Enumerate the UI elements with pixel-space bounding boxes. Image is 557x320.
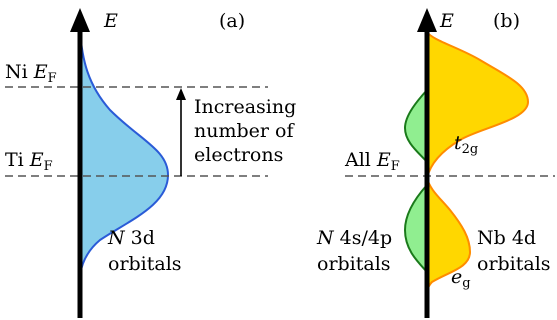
panel-tag-b: (b) bbox=[493, 10, 520, 32]
panel-tag-a: (a) bbox=[219, 10, 245, 32]
panel-b: E (b) All EF t2g eg N 4s/4p orbitals Nb … bbox=[316, 8, 555, 318]
nb4d-label-line2: orbitals bbox=[477, 253, 551, 275]
n4s4p-band-upper bbox=[403, 87, 428, 165]
n4s4p-label-line1: N 4s/4p bbox=[316, 227, 392, 249]
arrow-text-line3: electrons bbox=[194, 144, 283, 166]
energy-axis-a-arrowhead bbox=[70, 8, 90, 32]
nb4d-label-line1: Nb 4d bbox=[477, 227, 536, 249]
ni-fermi-label: Ni EF bbox=[5, 61, 57, 86]
n4s4p-band-lower bbox=[403, 182, 428, 275]
eg-label: eg bbox=[451, 266, 471, 291]
arrow-text-line1: Increasing bbox=[194, 96, 296, 118]
n3d-label-line2: orbitals bbox=[108, 253, 182, 275]
arrow-text-line2: number of bbox=[194, 120, 295, 142]
n3d-band bbox=[79, 29, 170, 276]
panel-a: E (a) Ni EF Ti EF Increasing number of e… bbox=[5, 8, 296, 318]
energy-axis-b-arrowhead bbox=[417, 8, 437, 32]
nb4d-band bbox=[425, 28, 530, 291]
n3d-label-line1: N 3d bbox=[107, 227, 155, 249]
increase-arrow-head bbox=[176, 88, 186, 100]
n4s4p-label-line2: orbitals bbox=[317, 253, 391, 275]
all-fermi-label: All EF bbox=[344, 149, 400, 174]
ti-fermi-label: Ti EF bbox=[5, 149, 53, 174]
t2g-label: t2g bbox=[454, 132, 478, 157]
axis-label-a: E bbox=[103, 10, 118, 32]
axis-label-b: E bbox=[439, 10, 454, 32]
